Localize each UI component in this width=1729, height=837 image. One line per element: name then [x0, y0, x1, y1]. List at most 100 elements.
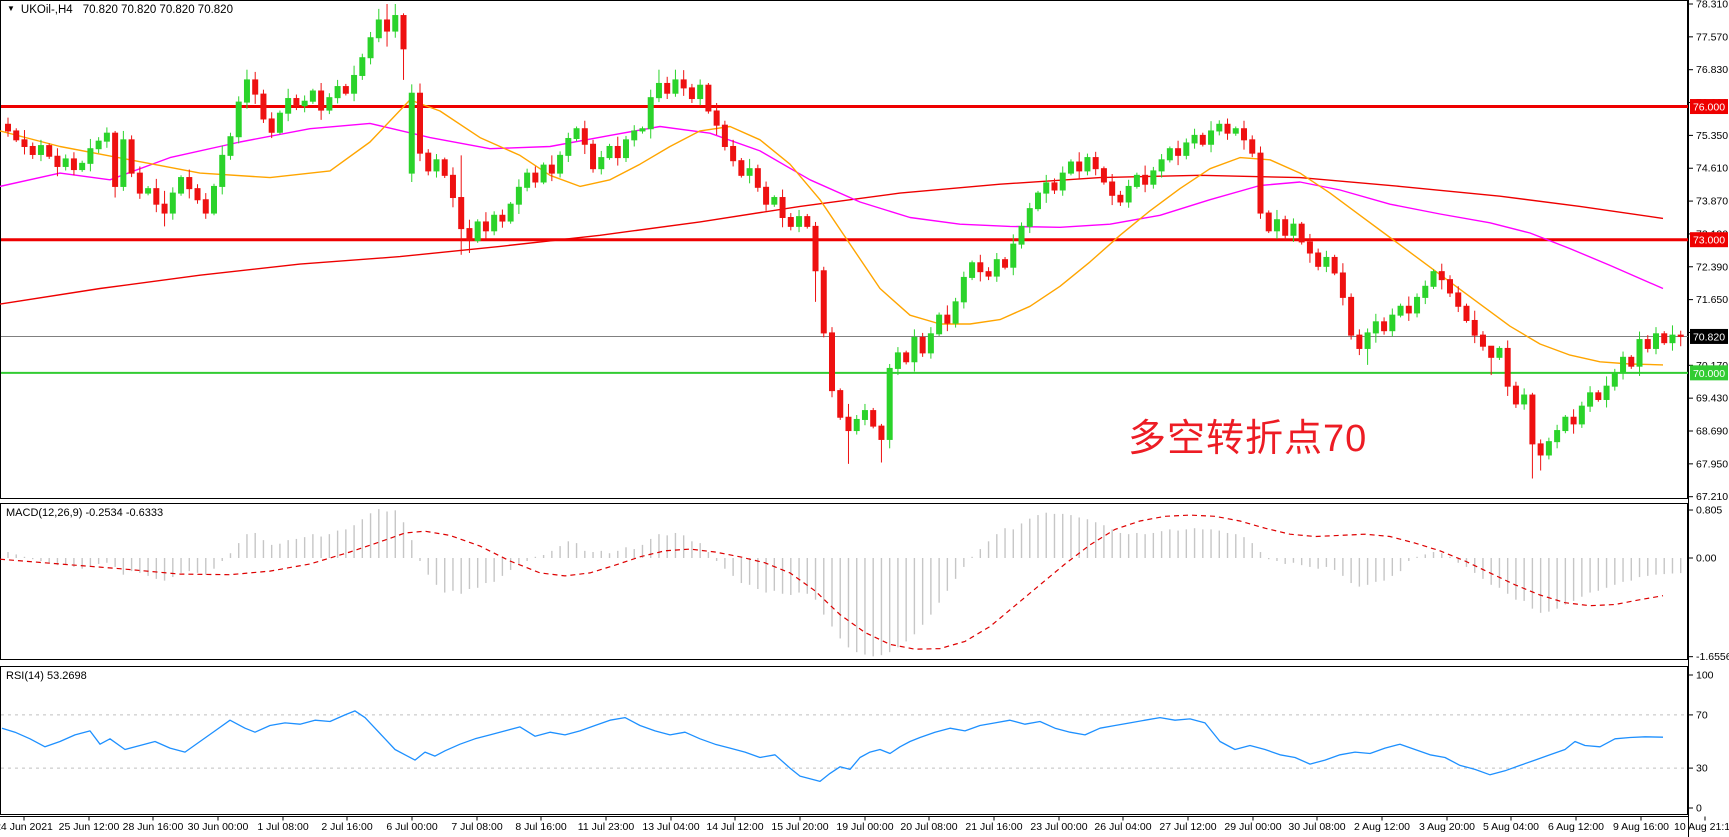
candle-body: [260, 93, 267, 120]
time-tick-label: 30 Jun 00:00: [188, 821, 249, 833]
candle-body: [79, 162, 86, 171]
candle-body: [853, 418, 860, 432]
candle-body: [268, 118, 275, 133]
candle-body: [1076, 161, 1083, 172]
price-tick-label: 76.830: [1696, 64, 1728, 76]
candle-body: [326, 97, 333, 111]
price-tick-label: 72.390: [1696, 261, 1728, 273]
rsi-tick-label: 30: [1696, 763, 1708, 775]
candle-body: [845, 416, 852, 432]
candle-body: [1661, 333, 1668, 344]
time-tick-label: 23 Jul 00:00: [1030, 821, 1087, 833]
time-tick-label: 20 Jul 08:00: [900, 821, 957, 833]
candle-body: [1587, 392, 1594, 407]
time-tick-label: 28 Jun 16:00: [123, 821, 184, 833]
time-tick-label: 7 Jul 08:00: [451, 821, 503, 833]
candle-body: [334, 86, 341, 99]
candle-body: [219, 154, 226, 187]
candle-body: [524, 172, 531, 188]
candle-body: [655, 82, 662, 99]
candle-body: [367, 37, 374, 59]
candle-body: [680, 79, 687, 89]
price-badge-73.000[interactable]: 73.000: [1690, 232, 1728, 248]
candle-body: [1512, 385, 1519, 405]
candle-body: [639, 128, 646, 132]
candle-body: [1084, 157, 1091, 172]
candle-body: [1422, 285, 1429, 298]
rsi-tick-label: 0: [1696, 803, 1702, 815]
candle-body: [433, 159, 440, 172]
time-tick-label: 8 Jul 16:00: [515, 821, 567, 833]
ma-slow-red: [0, 174, 1664, 305]
candle-body: [1216, 123, 1223, 132]
candle-body: [1166, 148, 1173, 161]
annotation-text[interactable]: 多空转折点70: [1128, 418, 1368, 460]
candle-body: [441, 159, 448, 176]
time-tick-label: 3 Aug 20:00: [1419, 821, 1475, 833]
candle-body: [1554, 430, 1561, 443]
candle-body: [1447, 279, 1453, 294]
price-badge-76.000[interactable]: 76.000: [1690, 99, 1728, 115]
candle-body: [606, 145, 613, 159]
candle-body: [1142, 174, 1149, 185]
candle-body: [787, 217, 794, 227]
rsi-indicator-label: RSI(14) 53.2698: [6, 670, 87, 682]
macd-tick-label: 0.805: [1696, 505, 1722, 517]
candle-body: [985, 271, 992, 277]
candle-body: [903, 352, 910, 363]
candle-body: [1348, 296, 1355, 336]
candle-body: [1241, 128, 1247, 141]
candle-body: [482, 221, 489, 232]
candle-body: [62, 158, 69, 167]
candle-body: [1265, 212, 1272, 232]
candle-body: [623, 139, 629, 159]
symbol-dropdown-icon[interactable]: ▼: [7, 4, 15, 13]
time-tick-label: 27 Jul 12:00: [1159, 821, 1216, 833]
candle-body: [1175, 148, 1182, 156]
candle-body: [573, 128, 580, 139]
candle-body: [5, 123, 11, 132]
candle-body: [95, 140, 102, 150]
candle-body: [1002, 259, 1009, 268]
candle-body: [384, 19, 391, 32]
candle-body: [1653, 333, 1659, 349]
candle-body: [861, 410, 868, 420]
candle-body: [1603, 385, 1610, 400]
candle-body: [1117, 194, 1124, 203]
price-badge-70.000[interactable]: 70.000: [1690, 365, 1728, 381]
candle-body: [202, 199, 209, 214]
candle-body: [21, 139, 28, 147]
time-tick-label: 25 Jun 12:00: [59, 821, 120, 833]
candle-body: [112, 132, 119, 187]
candle-body: [227, 136, 234, 156]
candle-body: [672, 79, 679, 94]
candle-body: [993, 259, 1000, 277]
candle-body: [952, 301, 959, 324]
candle-body: [103, 132, 110, 142]
time-tick-label: 30 Jul 08:00: [1288, 821, 1345, 833]
candle-body: [285, 98, 292, 114]
candle-body: [713, 110, 720, 126]
candle-body: [944, 314, 951, 324]
candle-body: [1051, 182, 1058, 191]
candle-body: [1323, 256, 1330, 267]
candle-body: [1059, 172, 1066, 191]
candle-body: [1150, 170, 1157, 185]
candle-body: [1356, 334, 1363, 349]
candle-body: [1191, 134, 1198, 144]
price-tick-label: 67.210: [1696, 491, 1728, 503]
candle-body: [235, 101, 242, 138]
candle-body: [796, 216, 803, 227]
symbol-info-bar: ▼ UKOil-,H4 70.820 70.820 70.820 70.820: [7, 4, 233, 16]
candle-body: [1578, 405, 1585, 425]
time-tick-label: 14 Jul 12:00: [706, 821, 763, 833]
candle-body: [837, 390, 844, 418]
candle-body: [1298, 223, 1305, 243]
candle-body: [894, 352, 901, 369]
time-tick-label: 24 Jun 2021: [0, 821, 53, 833]
candle-body: [557, 154, 564, 174]
candle-body: [359, 57, 366, 76]
candle-body: [812, 225, 819, 272]
candle-body: [738, 160, 745, 176]
